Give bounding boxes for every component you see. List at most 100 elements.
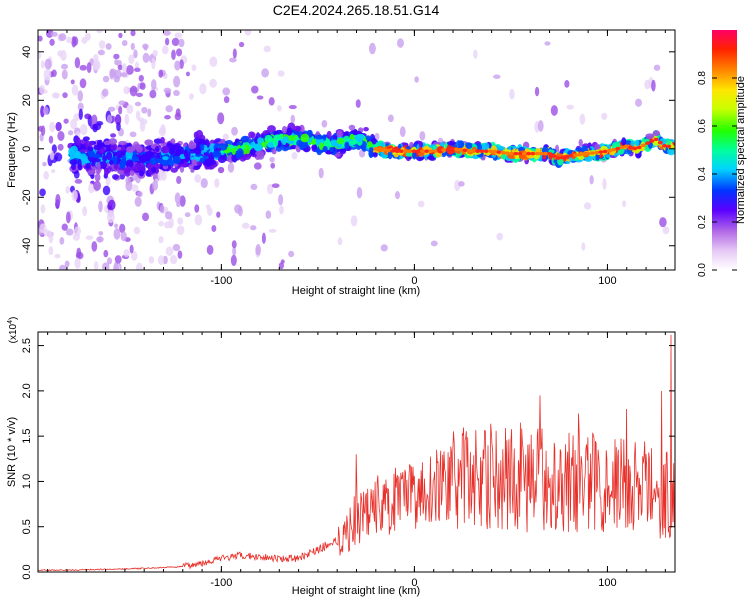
spectrogram-band-cell [267, 125, 276, 133]
spectrogram-band-cell [301, 140, 308, 149]
spectrogram-noise-cell [114, 114, 122, 126]
spectrogram-noise-cell [110, 133, 117, 138]
spectrogram-noise-cell [250, 183, 258, 190]
spectrogram-band-cell [363, 126, 369, 132]
spectrogram-noise-cell [589, 175, 594, 185]
spectrogram-noise-cell [120, 72, 128, 77]
spectrogram-noise-cell [150, 79, 157, 91]
spectrogram-noise-cell [209, 56, 218, 67]
y-tick-label: 20 [21, 94, 33, 106]
spectrogram-noise-cell [173, 75, 181, 88]
spectrogram-band-cell [188, 164, 194, 170]
spectrogram-noise-cell [102, 262, 110, 270]
spectrogram-ridge-peak [636, 145, 642, 150]
spectrogram-noise-cell [49, 38, 55, 46]
spectrogram-noise-cell [176, 225, 185, 236]
spectrogram-noise-cell [279, 205, 284, 215]
spectrogram-noise-cell [92, 59, 101, 71]
spectrogram-noise-cell [70, 118, 78, 130]
spectrogram-noise-cell [237, 205, 243, 217]
spectrogram-noise-cell [579, 113, 586, 125]
snr-panel: -100 0 100 0.0 0.5 1.0 1.5 2.0 2.5 Height of str… [6, 317, 676, 597]
spectrogram-noise-cell [93, 261, 99, 270]
spectrogram-noise-cell [161, 45, 169, 55]
spectrogram-band-cell [175, 145, 184, 155]
spectrogram-noise-cell [133, 49, 138, 59]
spectrogram-noise-cell [94, 173, 101, 182]
spectrogram-noise-cell [38, 125, 43, 132]
spectrogram-noise-cell [179, 166, 185, 173]
spectrogram-ridge-peak [475, 149, 481, 154]
spectrogram-noise-cell [152, 49, 158, 57]
spectrogram-ridge-peak [581, 152, 587, 156]
spectrogram-band-cell [132, 145, 141, 150]
spectrogram-noise-cell [59, 236, 65, 245]
spectrogram-band-cell [457, 140, 465, 149]
colorbar-tick-label: 0.0 [697, 263, 708, 277]
spectrogram-band-cell [255, 151, 264, 156]
x-tick-label: 100 [598, 275, 616, 287]
spectrogram-noise-cell [206, 244, 214, 255]
spectrogram-ridge-peak [381, 148, 387, 152]
spectrogram-band-cell [121, 158, 127, 167]
spectrogram-noise-cell [98, 40, 106, 49]
spectrogram-noise-cell [174, 112, 182, 121]
spectrogram-band-cell [149, 157, 158, 165]
spectrogram-noise-cell [163, 87, 172, 94]
spectrogram-band-cell [199, 157, 206, 163]
spectrogram-noise-cell [102, 88, 109, 97]
spectrogram-ridge-peak [394, 149, 400, 154]
spectrogram-noise-cell [194, 174, 202, 183]
spectrogram-band-cell [84, 140, 92, 147]
spectrogram-ridge-peak [441, 148, 447, 152]
spectrogram-noise-cell [194, 204, 200, 213]
spectrogram-ridge-peak [466, 149, 472, 153]
spectrogram-band-cell [298, 124, 305, 134]
spectrogram-noise-cell [98, 231, 104, 236]
spectrogram-noise-cell [106, 257, 113, 265]
spectrogram-ridge-peak [594, 150, 600, 155]
spectrogram-noise-cell [39, 84, 45, 95]
spectrogram-band-cell [418, 141, 424, 148]
spectrogram-noise-cell [651, 79, 656, 92]
spectrogram-band-cell [349, 140, 357, 146]
spectrogram-noise-cell [113, 53, 120, 60]
spectrogram-noise-cell [118, 100, 126, 106]
spectrogram-noise-cell [50, 31, 58, 37]
spectrogram-band-cell [188, 141, 197, 150]
spectrogram-band-cell [248, 131, 255, 139]
spectrogram-noise-cell [199, 83, 207, 95]
spectrogram-noise-cell [43, 106, 49, 115]
spectrogram-noise-cell [209, 78, 217, 88]
spectrogram-band-cell [336, 138, 344, 145]
spectrogram-noise-cell [135, 262, 143, 270]
spectrogram-noise-cell [162, 30, 171, 36]
spectrogram-noise-cell [158, 220, 164, 227]
spectrogram-noise-cell [113, 261, 119, 270]
colorbar-label: Normalized spectral amplitude [735, 76, 747, 224]
y-tick-label: 2.0 [21, 383, 33, 398]
spectrogram-noise-cell [137, 191, 143, 198]
spectrogram-noise-cell [578, 138, 583, 147]
spectrogram-band-cell [356, 137, 363, 142]
spectrogram-ridge-peak [432, 149, 438, 153]
spectrogram-noise-cell [141, 106, 148, 114]
spectrogram-noise-cell [71, 190, 78, 202]
spectrogram-ridge-peak [602, 149, 608, 154]
spectrogram-ridge-peak [458, 147, 464, 152]
spectrogram-band-cell [155, 145, 160, 153]
spectrogram-noise-cell [158, 127, 166, 137]
spectrogram-ridge-peak [547, 152, 553, 156]
spectrogram-noise-cell [102, 75, 110, 83]
spectrogram-noise-cell [152, 180, 159, 191]
spectrogram-band-cell [254, 136, 259, 145]
spectrogram-band-cell [231, 153, 237, 162]
spectrogram-band-cell [405, 152, 413, 157]
svg-text:(x104): (x104) [7, 317, 19, 344]
spectrogram-panel: -100 0 100 -40 -20 0 20 40 Height of straight l… [6, 29, 747, 297]
spectrogram-band-cell [77, 158, 82, 168]
spectrogram-noise-cell [51, 168, 56, 174]
spectrogram-noise-cell [280, 259, 285, 264]
spectrogram-noise-cell [355, 99, 361, 108]
spectrogram-band-cell [300, 133, 310, 143]
